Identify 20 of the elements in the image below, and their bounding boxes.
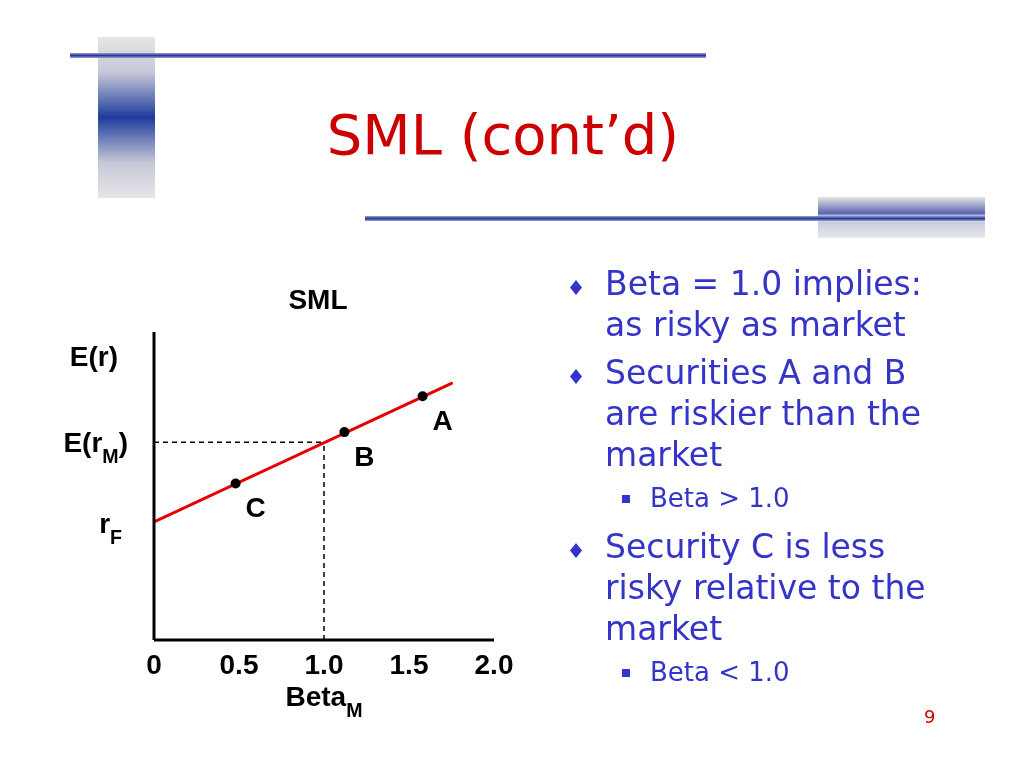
series-label: C (245, 492, 266, 524)
x-tick-label: 1.5 (389, 648, 429, 680)
series-label: B (354, 441, 375, 473)
text: Security C is less risky relative to the market (605, 526, 927, 649)
text: Beta < 1.0 (650, 656, 791, 689)
text: Beta > 1.0 (650, 482, 791, 515)
ref-line-label: E(r$_{M}$) (63, 427, 128, 468)
x-tick-label: 2.0 (474, 648, 514, 680)
annotation: r$_{F}$ (99, 507, 123, 548)
chart-title: SML (287, 284, 349, 316)
text: Securities A and B are riskier than the market (605, 352, 923, 475)
x-tick-label: 1.0 (304, 648, 344, 680)
text: 9 (924, 706, 936, 728)
x-tick-label: 0 (146, 648, 162, 680)
y-axis-title: E(r) (69, 341, 118, 372)
series-label: A (432, 405, 453, 437)
x-axis-title: Beta$_{M}$ (285, 681, 363, 721)
text: SML (cont’d) (325, 101, 681, 169)
x-tick-label: 0.5 (219, 648, 259, 680)
text: Beta = 1.0 implies: as risky as market (605, 263, 923, 345)
